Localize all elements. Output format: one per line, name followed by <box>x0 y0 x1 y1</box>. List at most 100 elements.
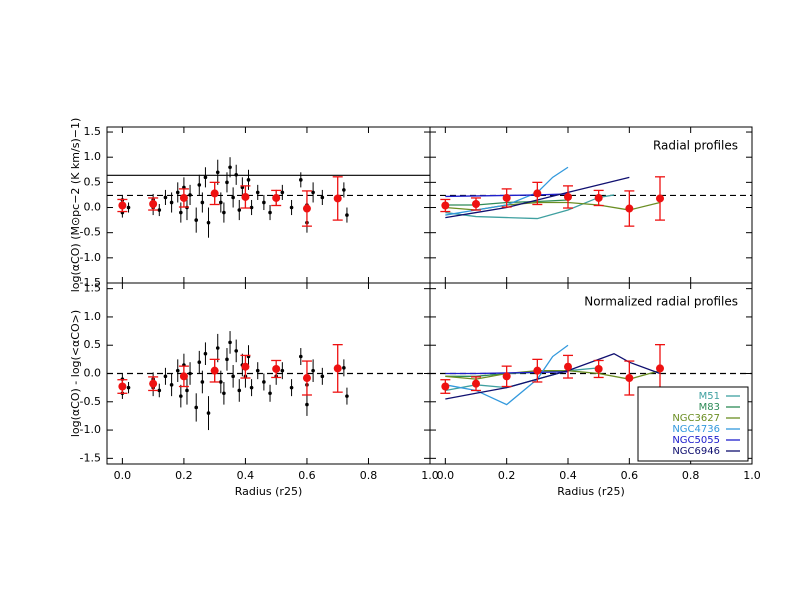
point <box>228 340 232 345</box>
point <box>225 180 229 185</box>
point <box>194 218 199 222</box>
x-tick-label: 0.0 <box>114 469 132 482</box>
point <box>502 193 511 202</box>
point <box>237 388 242 393</box>
point <box>118 382 127 391</box>
point <box>255 368 260 373</box>
point <box>441 201 450 210</box>
point <box>228 165 232 170</box>
point <box>345 213 349 217</box>
point <box>533 366 542 375</box>
x-tick-label: 0.6 <box>298 469 316 482</box>
point <box>305 402 309 407</box>
y-tick-label: 0.5 <box>84 175 102 188</box>
point <box>656 194 664 203</box>
x-tick-label: 0.6 <box>621 469 639 482</box>
point <box>203 175 208 180</box>
point <box>225 357 229 362</box>
point <box>333 194 342 203</box>
point <box>302 374 311 383</box>
point <box>502 372 511 381</box>
point <box>441 382 450 391</box>
y-tick-label: -0.5 <box>80 226 101 239</box>
x-tick-label: 1.0 <box>421 469 439 482</box>
point <box>272 193 281 202</box>
profile-line <box>445 194 615 220</box>
x-tick-label: 0.4 <box>237 469 255 482</box>
y-tick-label: -0.5 <box>80 395 101 408</box>
point <box>179 372 188 381</box>
x-tick-label: 0.8 <box>682 469 700 482</box>
point <box>234 349 238 353</box>
point <box>175 368 180 373</box>
point <box>262 380 266 384</box>
y-tick-label: -1.0 <box>80 251 101 264</box>
point <box>126 205 131 210</box>
point <box>157 388 162 393</box>
x-axis-label: Radius (r25) <box>235 485 302 498</box>
x-tick-label: 0.4 <box>559 469 577 482</box>
point <box>169 200 174 205</box>
legend-label: NGC4736 <box>672 424 720 435</box>
point <box>594 193 603 202</box>
y-tick-label: 1.5 <box>84 282 102 295</box>
point <box>472 379 480 388</box>
point <box>231 374 235 379</box>
y-tick-label: 1.0 <box>84 150 102 163</box>
point <box>320 374 325 379</box>
panel: 0.0 0.2 0.4 0.6 0.8 1.0 Radius (r25) Normalized… <box>429 282 761 498</box>
point <box>163 374 168 379</box>
point <box>231 195 235 200</box>
y-tick-label: 1.0 <box>84 310 102 323</box>
point <box>206 220 211 225</box>
point <box>219 380 223 384</box>
legend-label: NGC3627 <box>672 413 720 424</box>
point <box>345 394 349 398</box>
point <box>533 189 542 198</box>
profile-line <box>445 370 661 380</box>
profile-line <box>445 344 569 406</box>
point <box>289 385 294 390</box>
point <box>268 391 272 396</box>
point <box>241 192 250 201</box>
point <box>222 391 226 396</box>
point <box>320 195 325 200</box>
point <box>255 190 260 195</box>
point <box>169 383 174 387</box>
y-tick-label: 0.5 <box>84 338 102 351</box>
x-tick-label: 0.2 <box>498 469 516 482</box>
x-tick-label: 0.8 <box>360 469 378 482</box>
point <box>179 394 183 398</box>
x-tick-label: 0.2 <box>175 469 193 482</box>
point <box>118 201 127 210</box>
x-tick-label: 1.0 <box>743 469 761 482</box>
point <box>262 200 266 205</box>
legend-label: M83 <box>699 402 720 413</box>
point <box>564 362 572 371</box>
point <box>342 188 346 192</box>
point <box>157 208 162 212</box>
point <box>299 178 303 182</box>
y-tick-label: -1.5 <box>80 451 101 464</box>
point <box>280 368 285 373</box>
y-tick-label: -1.0 <box>80 423 101 436</box>
y-tick-label: 1.5 <box>84 125 102 138</box>
point <box>241 362 250 371</box>
legend-box <box>637 386 749 462</box>
point <box>149 379 158 388</box>
point <box>656 364 664 373</box>
point <box>472 199 480 208</box>
point <box>197 183 202 187</box>
point <box>200 380 205 384</box>
y-axis-label: log(αCO) - log(<αCO>) <box>69 310 82 437</box>
point <box>246 178 251 182</box>
point <box>311 190 315 195</box>
annotation: Radial profiles <box>653 139 738 153</box>
point <box>188 193 192 197</box>
legend-label: M51 <box>699 391 720 402</box>
point <box>222 210 226 215</box>
point <box>179 210 183 215</box>
point <box>149 199 158 208</box>
point <box>126 385 131 390</box>
